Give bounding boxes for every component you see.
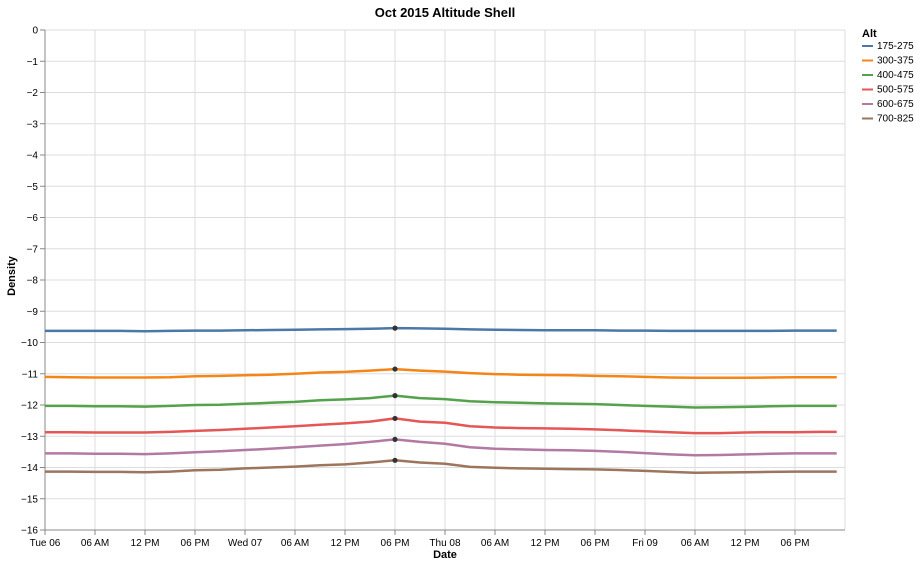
x-tick-label: 12 PM — [331, 538, 360, 549]
y-tick-label: −16 — [21, 526, 38, 537]
x-tick-label: 06 AM — [481, 538, 509, 549]
legend-label: 300-375 — [877, 56, 914, 67]
y-tick-label: −6 — [27, 213, 39, 224]
series-line-700-825 — [45, 459, 837, 475]
highlight-point — [392, 366, 398, 372]
series-line-400-475 — [45, 394, 837, 409]
y-tick-label: −10 — [21, 338, 38, 349]
highlight-point — [392, 325, 398, 331]
x-tick-label: 06 AM — [81, 538, 109, 549]
x-tick-label: Tue 06 — [30, 538, 61, 549]
y-tick-label: −4 — [27, 151, 39, 162]
highlight-point — [392, 436, 398, 442]
y-tick-label: −13 — [21, 432, 38, 443]
y-tick-label: −12 — [21, 401, 38, 412]
legend-label: 700-825 — [877, 114, 914, 125]
y-tick-label: −11 — [22, 369, 39, 380]
y-tick-label: −7 — [27, 244, 39, 255]
series-line-300-375 — [44, 367, 837, 380]
legend-label: 175-275 — [877, 41, 914, 52]
x-tick-label: 12 PM — [731, 538, 760, 549]
y-tick-label: −5 — [27, 182, 39, 193]
legend-label: 500-575 — [877, 85, 914, 96]
legend-label: 400-475 — [877, 70, 914, 81]
y-tick-label: −9 — [27, 307, 39, 318]
axes: 0 −1 −2 −3 −4 −5 −6 −7 −8 −9 −10 −11 −12 −13 −14 −15 −16… — [21, 26, 845, 549]
x-tick-label: 06 PM — [381, 538, 410, 549]
x-tick-label: 12 PM — [531, 538, 560, 549]
y-tick-label: 0 — [32, 26, 38, 37]
y-axis-title: Density — [6, 255, 18, 296]
highlight-points — [392, 325, 398, 463]
x-tick-label: 06 PM — [581, 538, 610, 549]
x-tick-label: Fri 09 — [632, 538, 658, 549]
x-tick-label: Thu 08 — [429, 538, 461, 549]
x-tick-label: 12 PM — [131, 538, 160, 549]
x-tick-label: 06 PM — [781, 538, 810, 549]
x-tick-label: 06 AM — [281, 538, 309, 549]
series-lines — [44, 326, 837, 475]
legend: Alt 175-275 300-375 400-475 500-575 600-675 7… — [862, 28, 914, 125]
legend-title: Alt — [862, 28, 877, 40]
highlight-point — [392, 415, 398, 422]
highlight-point — [392, 393, 398, 399]
series-line-600-675 — [45, 438, 837, 457]
y-tick-label: −2 — [27, 88, 39, 99]
y-tick-label: −14 — [21, 463, 38, 474]
x-tick-label: 06 PM — [181, 538, 210, 549]
y-tick-label: −1 — [27, 57, 39, 68]
highlight-point — [392, 457, 398, 463]
x-tick-label: Wed 07 — [228, 538, 263, 549]
series-line-175-275 — [45, 326, 837, 333]
legend-label: 600-675 — [877, 99, 914, 110]
chart-title: Oct 2015 Altitude Shell — [375, 5, 515, 20]
y-tick-label: −3 — [27, 119, 39, 130]
x-axis-title: Date — [433, 549, 457, 561]
x-tick-label: 06 AM — [681, 538, 709, 549]
y-tick-label: −15 — [21, 494, 38, 505]
series-line-500-575 — [45, 417, 837, 435]
y-tick-label: −8 — [27, 276, 39, 287]
